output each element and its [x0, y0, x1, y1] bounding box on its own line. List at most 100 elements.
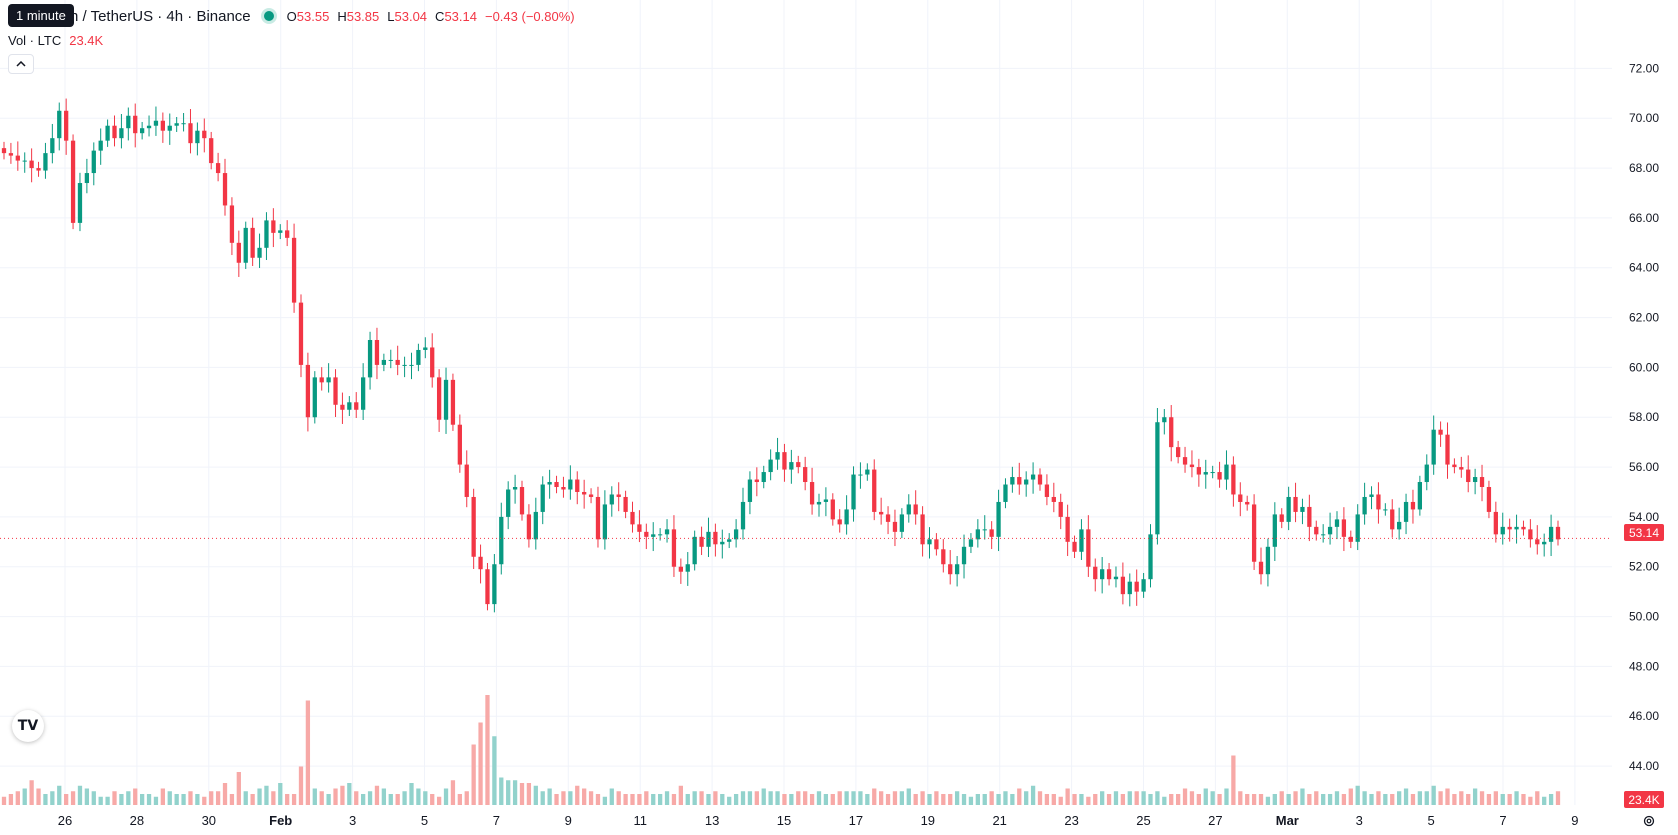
- volume-bar: [1238, 791, 1243, 805]
- candle-body: [692, 536, 697, 565]
- tradingview-logo[interactable]: TV: [12, 710, 44, 742]
- symbol-legend: n / TetherUS · 4h · Binance O53.55 H53.8…: [8, 6, 575, 26]
- candle-body: [1169, 417, 1174, 448]
- price-axis[interactable]: 72.00 70.00 68.00 66.00 64.00 62.00 60.00 58.00…: [1629, 61, 1659, 773]
- time-tick-label: Mar: [1276, 813, 1299, 828]
- volume-bar: [57, 785, 62, 805]
- time-tick-label: 27: [1208, 813, 1222, 828]
- candle-body: [1334, 519, 1340, 527]
- volume-bar: [913, 794, 918, 805]
- candle-body: [588, 494, 594, 497]
- candle-body: [1175, 447, 1181, 458]
- candle-body: [285, 230, 290, 238]
- candle-body: [478, 556, 483, 570]
- candle-body: [1127, 581, 1132, 595]
- volume-bar: [816, 791, 822, 805]
- candle-body: [1410, 501, 1416, 510]
- volume-bar: [547, 788, 552, 805]
- candle-body: [740, 501, 746, 530]
- candle-body: [464, 464, 469, 497]
- volume-bar: [1390, 794, 1395, 805]
- volume-value: 23.4K: [69, 33, 104, 48]
- time-tick-label: 21: [992, 813, 1006, 828]
- candle-body: [1542, 541, 1547, 545]
- candle-body: [457, 424, 462, 465]
- ohlc-low: L53.04: [387, 9, 427, 24]
- price-tick-label: 56.00: [1629, 460, 1659, 474]
- volume-bar: [1155, 791, 1160, 805]
- candle-body: [1231, 464, 1236, 495]
- candle-body: [1493, 511, 1498, 535]
- chevron-up-icon: [16, 61, 26, 67]
- volume-legend[interactable]: Vol · LTC 23.4K: [8, 33, 103, 48]
- volume-bar: [1058, 796, 1063, 805]
- volume-bar: [582, 788, 587, 805]
- ohlc-value: 53.55: [296, 8, 330, 24]
- volume-bar: [464, 791, 469, 805]
- candle-body: [84, 173, 90, 184]
- candle-body: [554, 482, 559, 488]
- candle-body: [637, 524, 642, 532]
- volume-bar: [1265, 796, 1271, 805]
- candle-body: [340, 404, 345, 410]
- candle-body: [15, 155, 20, 161]
- candle-body: [913, 504, 918, 515]
- candle-body: [1196, 467, 1201, 475]
- candle-body: [602, 504, 608, 540]
- candle-body: [1258, 561, 1264, 575]
- candle-body: [1452, 464, 1457, 468]
- volume-bar: [685, 794, 690, 805]
- ohlc-value: 53.85: [346, 8, 380, 24]
- volume-bar: [1134, 791, 1139, 805]
- candle-body: [733, 529, 739, 540]
- candles: [1, 98, 1561, 613]
- candle-body: [1058, 501, 1063, 517]
- candle-body: [1445, 434, 1450, 465]
- volume-bar: [139, 794, 145, 805]
- candle-body: [1424, 464, 1429, 483]
- candle-body: [1528, 529, 1533, 540]
- time-axis[interactable]: 26 28 30 Feb 3 5 7 9 11 13 15 17 19 21 23 25 27 Mar 3 5 7 9: [58, 813, 1579, 828]
- volume-bar: [271, 791, 276, 805]
- volume-bar: [443, 788, 449, 805]
- volume-bar: [174, 794, 179, 805]
- volume-bar: [602, 796, 608, 805]
- ohlc-label: H: [337, 8, 347, 24]
- volume-bar: [830, 794, 835, 805]
- volume-bar: [29, 780, 34, 805]
- collapse-legend-button[interactable]: [8, 54, 34, 74]
- volume-bar: [423, 791, 428, 805]
- symbol-title[interactable]: n / TetherUS · 4h · Binance: [70, 7, 251, 25]
- candle-body: [1017, 477, 1022, 485]
- volume-bar: [319, 791, 324, 805]
- volume-bar: [1362, 791, 1367, 805]
- settings-button[interactable]: [1642, 814, 1656, 831]
- volume-bar: [1017, 788, 1022, 805]
- volume-bar: [229, 794, 235, 805]
- time-tick-label: 19: [921, 813, 935, 828]
- volume-bar: [243, 791, 248, 805]
- time-tick-label: 23: [1064, 813, 1078, 828]
- candle-body: [443, 379, 449, 420]
- market-status-icon[interactable]: [260, 8, 277, 24]
- candle-body: [1, 148, 7, 154]
- volume-bar: [623, 794, 628, 805]
- volume-bar: [133, 788, 138, 805]
- candle-body: [202, 130, 207, 139]
- candle-body: [1051, 496, 1056, 502]
- candle-body: [526, 514, 532, 540]
- volume-bar: [1383, 794, 1388, 805]
- candle-body: [1037, 474, 1043, 485]
- volume-bar: [1321, 794, 1326, 805]
- candle-body: [996, 501, 1001, 537]
- volume-bar: [775, 791, 780, 805]
- candle-body: [623, 496, 628, 512]
- candle-body: [1265, 546, 1271, 575]
- volume-bar: [1417, 791, 1423, 805]
- candle-body: [671, 529, 677, 567]
- volume-bar: [50, 791, 55, 805]
- candle-body: [1030, 474, 1036, 480]
- candle-body: [782, 452, 787, 470]
- candle-body: [1024, 479, 1029, 485]
